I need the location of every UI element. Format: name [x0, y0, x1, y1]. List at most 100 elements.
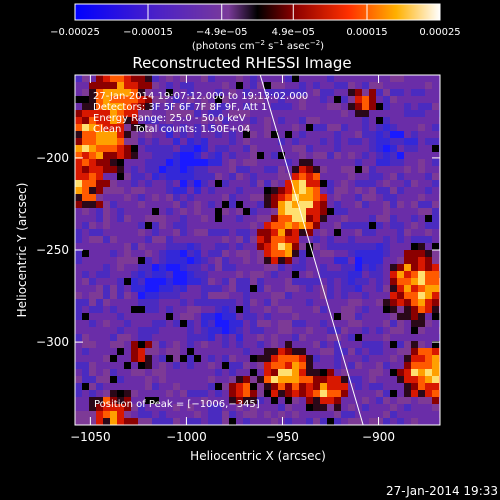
heatmap-cell [348, 355, 355, 362]
heatmap-cell [89, 229, 96, 236]
heatmap-cell [236, 138, 243, 145]
heatmap-cell [82, 201, 89, 208]
heatmap-cell [404, 89, 411, 96]
heatmap-cell [425, 124, 432, 131]
heatmap-cell [96, 390, 103, 397]
heatmap-cell [159, 376, 166, 383]
heatmap-cell [96, 201, 103, 208]
heatmap-cell [82, 145, 89, 152]
heatmap-cell [257, 362, 264, 369]
heatmap-cell [397, 236, 404, 243]
heatmap-cell [390, 397, 397, 404]
heatmap-cell [187, 215, 194, 222]
heatmap-cell [397, 103, 404, 110]
heatmap-cell [327, 180, 334, 187]
heatmap-cell [390, 369, 397, 376]
heatmap-cell [201, 327, 208, 334]
heatmap-cell [257, 397, 264, 404]
heatmap-cell [103, 334, 110, 341]
heatmap-cell [243, 404, 250, 411]
heatmap-cell [166, 271, 173, 278]
heatmap-cell [411, 229, 418, 236]
heatmap-cell [411, 215, 418, 222]
heatmap-cell [110, 397, 117, 404]
heatmap-cell [138, 243, 145, 250]
heatmap-cell [299, 173, 306, 180]
heatmap-cell [187, 327, 194, 334]
heatmap-cell [166, 341, 173, 348]
heatmap-cell [152, 369, 159, 376]
heatmap-cell [320, 306, 327, 313]
heatmap-cell [250, 341, 257, 348]
heatmap-cell [278, 299, 285, 306]
heatmap-cell [236, 131, 243, 138]
heatmap-cell [250, 369, 257, 376]
heatmap-cell [187, 404, 194, 411]
heatmap-cell [411, 82, 418, 89]
heatmap-cell [418, 397, 425, 404]
heatmap-cell [243, 390, 250, 397]
heatmap-cell [173, 124, 180, 131]
heatmap-cell [362, 82, 369, 89]
heatmap-cell [411, 96, 418, 103]
heatmap-cell [376, 131, 383, 138]
heatmap-cell [243, 257, 250, 264]
heatmap-cell [96, 236, 103, 243]
heatmap-cell [89, 173, 96, 180]
heatmap-cell [145, 285, 152, 292]
heatmap-cell [110, 404, 117, 411]
heatmap-cell [117, 243, 124, 250]
heatmap-cell [257, 89, 264, 96]
heatmap-cell [411, 320, 418, 327]
heatmap-cell [243, 327, 250, 334]
heatmap-cell [222, 124, 229, 131]
heatmap-cell [159, 124, 166, 131]
heatmap-cell [383, 215, 390, 222]
heatmap-cell [271, 418, 278, 425]
heatmap-cell [82, 194, 89, 201]
heatmap-cell [418, 376, 425, 383]
heatmap-cell [96, 180, 103, 187]
heatmap-cell [117, 208, 124, 215]
heatmap-cell [201, 159, 208, 166]
heatmap-cell [131, 117, 138, 124]
heatmap-cell [355, 166, 362, 173]
heatmap-cell [152, 194, 159, 201]
heatmap-cell [243, 320, 250, 327]
heatmap-cell [418, 145, 425, 152]
heatmap-cell [187, 110, 194, 117]
heatmap-cell [208, 103, 215, 110]
heatmap-cell [425, 173, 432, 180]
heatmap-cell [180, 75, 187, 82]
heatmap-cell [236, 166, 243, 173]
heatmap-cell [341, 75, 348, 82]
heatmap-cell [82, 215, 89, 222]
heatmap-cell [257, 369, 264, 376]
heatmap-cell [215, 117, 222, 124]
heatmap-cell [376, 355, 383, 362]
heatmap-cell [117, 355, 124, 362]
heatmap-cell [264, 159, 271, 166]
heatmap-cell [376, 243, 383, 250]
heatmap-cell [299, 313, 306, 320]
heatmap-cell [313, 208, 320, 215]
heatmap-cell [278, 418, 285, 425]
heatmap-cell [187, 82, 194, 89]
heatmap-cell [341, 397, 348, 404]
heatmap-cell [348, 236, 355, 243]
heatmap-cell [180, 117, 187, 124]
heatmap-cell [152, 103, 159, 110]
heatmap-cell [152, 208, 159, 215]
heatmap-cell [264, 89, 271, 96]
heatmap-cell [229, 383, 236, 390]
heatmap-cell [131, 355, 138, 362]
heatmap-cell [341, 159, 348, 166]
heatmap-cell [306, 264, 313, 271]
heatmap-cell [173, 404, 180, 411]
heatmap-cell [313, 320, 320, 327]
heatmap-cell [194, 117, 201, 124]
heatmap-cell [432, 271, 439, 278]
heatmap-cell [285, 75, 292, 82]
heatmap-cell [257, 103, 264, 110]
heatmap-cell [103, 96, 110, 103]
